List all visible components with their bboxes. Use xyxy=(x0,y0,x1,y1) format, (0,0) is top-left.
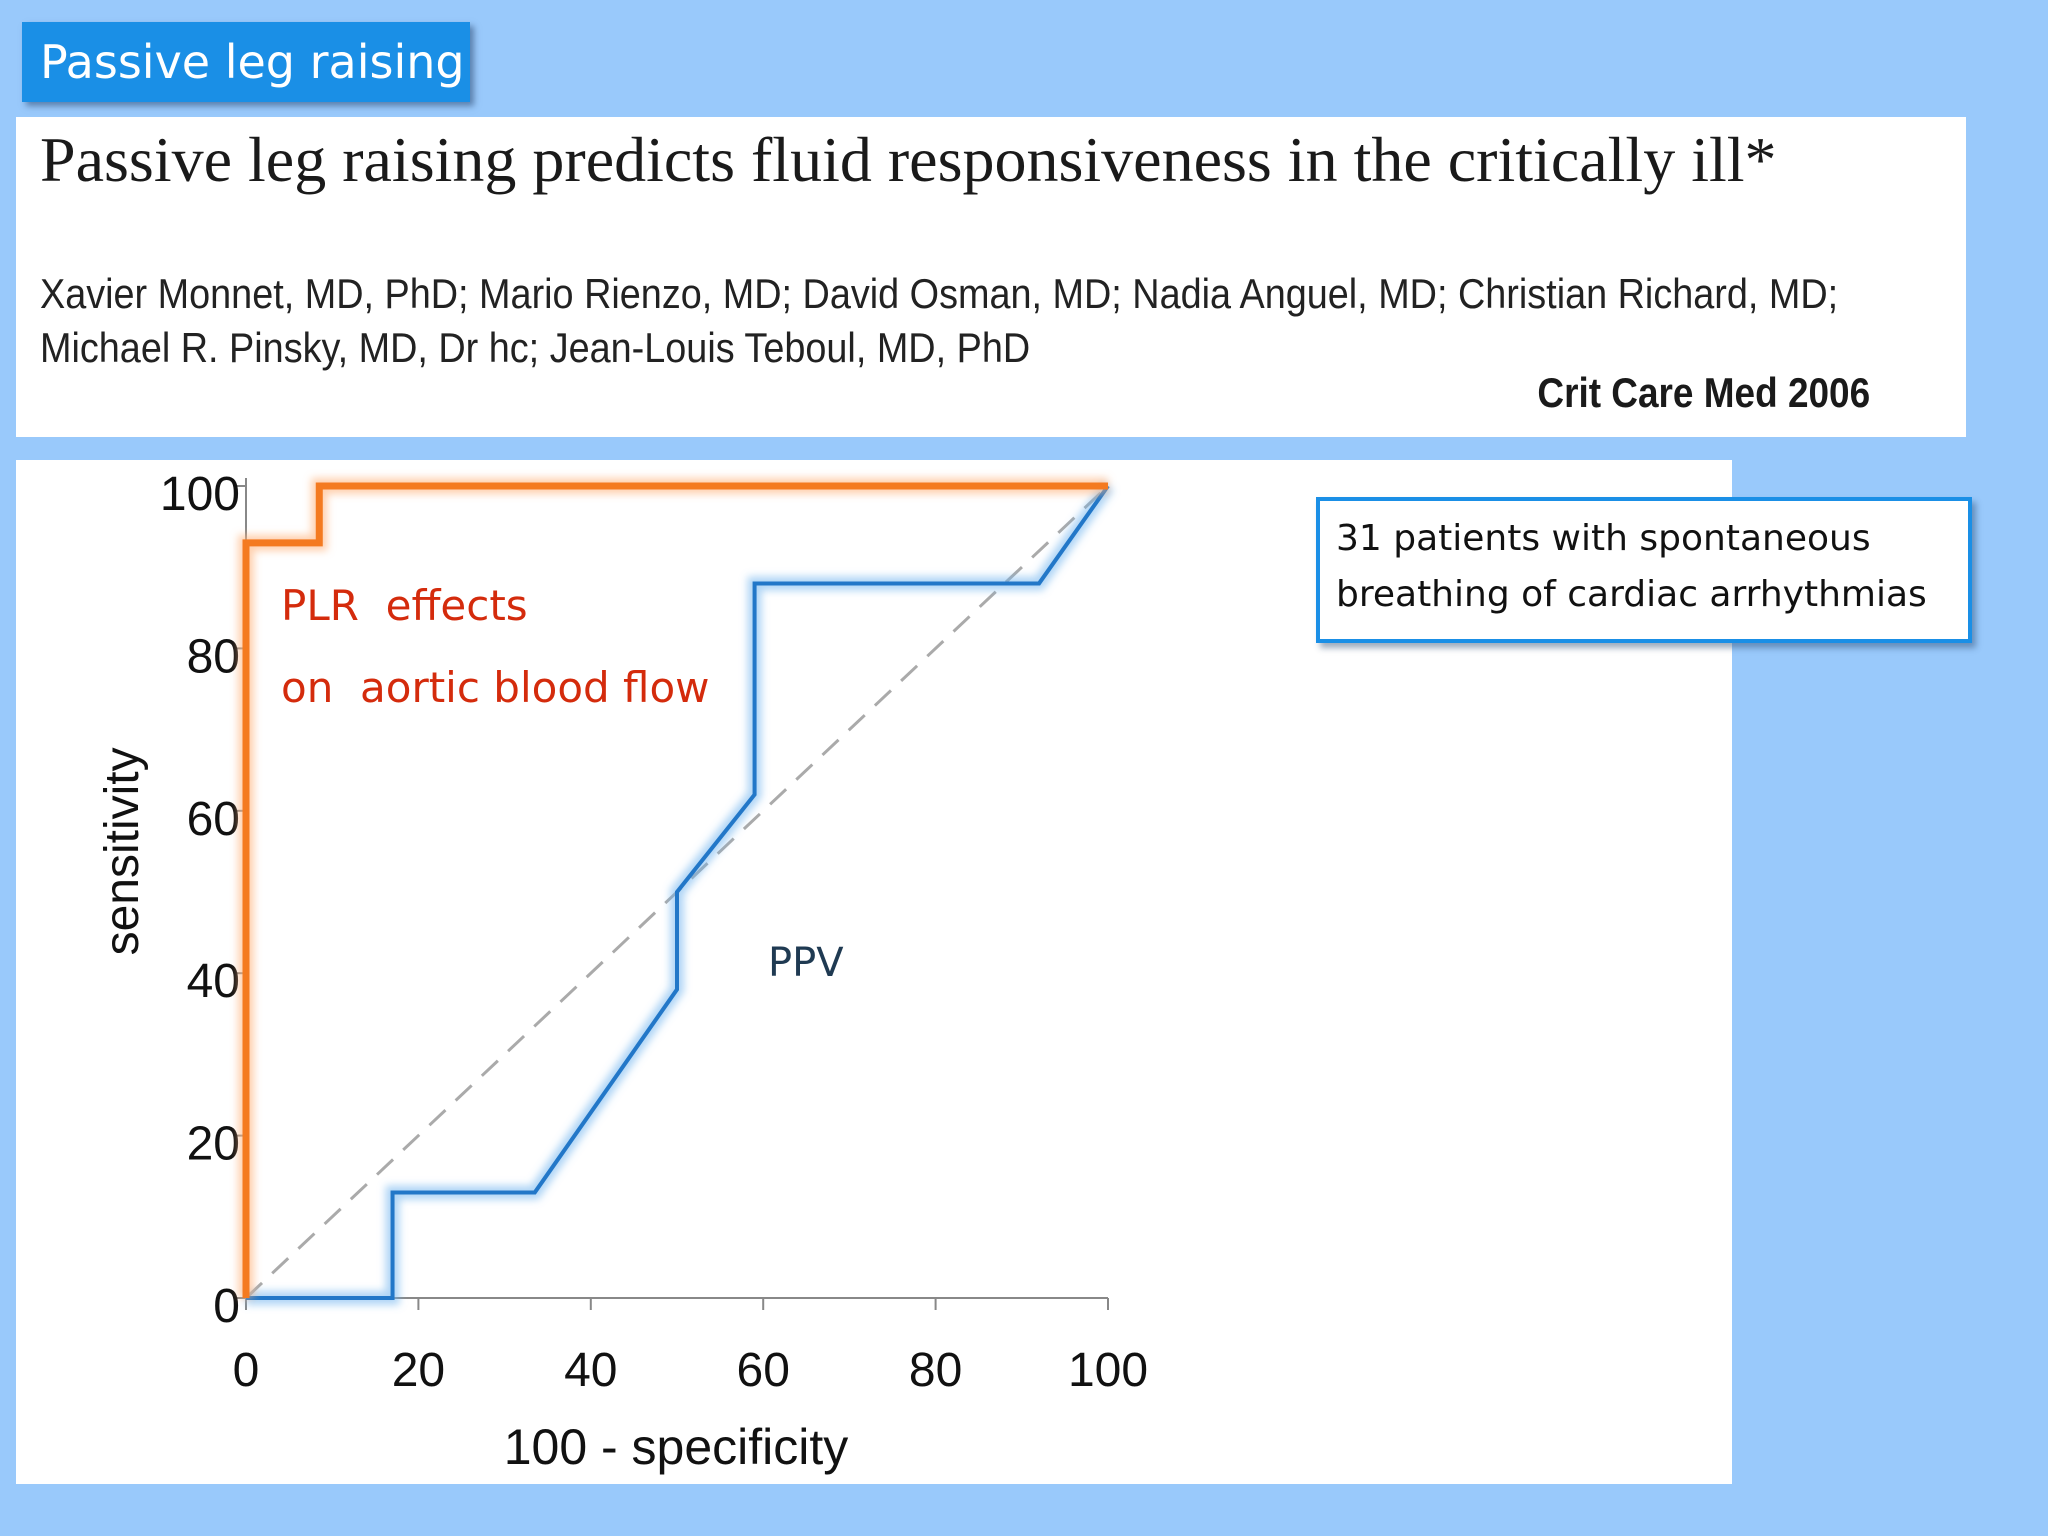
ppv-line xyxy=(246,484,1110,1300)
slide-title: Passive leg raising xyxy=(22,22,470,102)
y-tick-label: 80 xyxy=(187,630,240,683)
plr-series-label: on aortic blood flow xyxy=(281,663,710,712)
patients-note-line-1: 31 patients with spontaneous xyxy=(1336,518,1871,559)
x-tick-label: 40 xyxy=(564,1344,617,1397)
x-tick-label: 20 xyxy=(392,1344,445,1397)
y-tick-label: 40 xyxy=(187,955,240,1008)
x-tick-label: 0 xyxy=(233,1344,260,1397)
y-tick-label: 100 xyxy=(160,468,240,521)
roc-chart: 0 20 40 60 80 100 0 20 40 60 80 100 100 - specificit… xyxy=(96,468,1148,1475)
paper-header: Passive leg raising predicts fluid respo… xyxy=(16,117,1966,437)
x-tick-label: 60 xyxy=(737,1344,790,1397)
x-tick-label: 80 xyxy=(909,1344,962,1397)
paper-journal: Crit Care Med 2006 xyxy=(1537,369,1870,416)
x-axis-title: 100 - specificity xyxy=(504,1419,849,1475)
y-tick-label: 0 xyxy=(213,1280,240,1333)
paper-authors-line-2: Michael R. Pinsky, MD, Dr hc; Jean-Louis… xyxy=(40,324,1031,371)
ppv-series-label: PPV xyxy=(768,940,844,986)
patients-note-line-2: breathing of cardiac arrhythmias xyxy=(1336,574,1927,615)
paper-title: Passive leg raising predicts fluid respo… xyxy=(40,124,1777,195)
plr-series-label: PLR effects xyxy=(281,581,528,630)
y-axis-title: sensitivity xyxy=(96,747,149,955)
plr-line xyxy=(242,482,1108,1298)
x-tick-label: 100 xyxy=(1068,1344,1148,1397)
paper-authors-line-1: Xavier Monnet, MD, PhD; Mario Rienzo, MD… xyxy=(40,270,1839,317)
y-tick-label: 60 xyxy=(187,793,240,846)
paper-authors: Xavier Monnet, MD, PhD; Mario Rienzo, MD… xyxy=(40,267,1839,375)
patients-note: 31 patients with spontaneous breathing o… xyxy=(1316,497,1972,643)
y-tick-label: 20 xyxy=(187,1118,240,1171)
